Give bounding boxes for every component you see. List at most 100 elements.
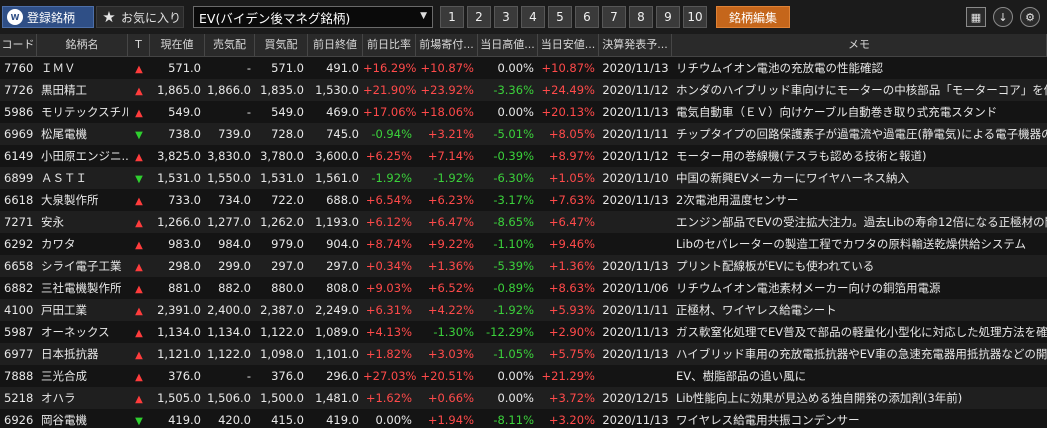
table-row[interactable]: 5987 オーネックス ▲ 1,134.0 1,134.0 1,122.0 1,089.0 +… — [0, 321, 1047, 343]
col-change-rate-cell: +0.34% — [365, 259, 412, 273]
header-col-name[interactable]: 銘柄名 — [37, 34, 128, 56]
col-ask-cell: - — [246, 61, 251, 75]
col-price-cell: 298.0 — [168, 259, 201, 273]
page-button-9[interactable]: 9 — [656, 6, 680, 28]
page-button-6[interactable]: 6 — [575, 6, 599, 28]
col-name-cell: 黒田精工 — [41, 83, 87, 97]
col-prev-close-cell: 1,481.0 — [315, 391, 359, 405]
download-icon[interactable]: ↓ — [993, 7, 1013, 27]
col-ask-cell: 1,506.0 — [207, 391, 251, 405]
col-change-rate-cell: -0.94% — [371, 127, 412, 141]
col-bid-cell: 3,780.0 — [260, 149, 304, 163]
col-bid-cell: 2,387.0 — [260, 303, 304, 317]
col-memo-cell: 2次電池用温度センサー — [676, 193, 799, 207]
col-prev-close-cell: 1,193.0 — [315, 215, 359, 229]
col-open-rate-cell: +3.21% — [427, 127, 474, 141]
header-col-change-rate[interactable]: 前日比率 — [363, 34, 416, 56]
col-earnings-date-cell: 2020/11/11 — [602, 303, 669, 317]
col-high-rate-cell: -8.65% — [493, 215, 534, 229]
table-row[interactable]: 5986 モリテックスチル ▲ 549.0 - 549.0 469.0 +17.06% +18.… — [0, 101, 1047, 123]
table-row[interactable]: 6149 小田原エンジニ... ▲ 3,825.0 3,830.0 3,780.0 3,60… — [0, 145, 1047, 167]
col-high-rate-cell: 0.00% — [497, 105, 534, 119]
trend-up-icon: ▲ — [135, 306, 143, 317]
col-memo-cell: ワイヤレス給電用共振コンデンサー — [676, 413, 860, 427]
header-col-code[interactable]: コード — [0, 34, 37, 56]
table-row[interactable]: 4100 戸田工業 ▲ 2,391.0 2,400.0 2,387.0 2,249.0 +6.… — [0, 299, 1047, 321]
col-open-rate-cell: +9.22% — [427, 237, 474, 251]
col-name-cell: 岡谷電機 — [41, 413, 87, 427]
table-row[interactable]: 6977 日本抵抗器 ▲ 1,121.0 1,122.0 1,098.0 1,101.0 +1… — [0, 343, 1047, 365]
header-col-earnings-date[interactable]: 決算発表予... — [599, 34, 672, 56]
page-button-2[interactable]: 2 — [467, 6, 491, 28]
table-row[interactable]: 7888 三光合成 ▲ 376.0 - 376.0 296.0 +27.03% +20.51% 0… — [0, 365, 1047, 387]
trend-up-icon: ▲ — [135, 350, 143, 361]
header-col-open-rate[interactable]: 前場寄付... — [416, 34, 478, 56]
col-bid-cell: 1,835.0 — [260, 83, 304, 97]
page-button-5[interactable]: 5 — [548, 6, 572, 28]
watchlist-select[interactable]: EV(バイデン後マネグ銘柄) ▼ — [193, 6, 433, 28]
table-row[interactable]: 7271 安永 ▲ 1,266.0 1,277.0 1,262.0 1,193.0 +6.12… — [0, 211, 1047, 233]
table-row[interactable]: 6292 カワタ ▲ 983.0 984.0 979.0 904.0 +8.74% +9.22%… — [0, 233, 1047, 255]
col-bid-cell: 880.0 — [271, 281, 304, 295]
col-earnings-date-cell — [599, 211, 672, 233]
table-row[interactable]: 6882 三社電機製作所 ▲ 881.0 882.0 880.0 808.0 +9.03% +6… — [0, 277, 1047, 299]
col-code-cell: 4100 — [4, 303, 34, 317]
col-memo-cell: チップタイプの回路保護素子が過電流や過電圧(静電気)による電子機器の発煙発火 — [676, 127, 1047, 141]
col-memo-cell: ハイブリッド車用の充放電抵抗器やEV車の急速充電器用抵抗器などの開発・製造 — [676, 347, 1047, 361]
col-name-cell: 三社電機製作所 — [41, 281, 122, 295]
col-low-rate-cell: +20.13% — [541, 105, 596, 119]
table-row[interactable]: 6618 大泉製作所 ▲ 733.0 734.0 722.0 688.0 +6.54% +6.2… — [0, 189, 1047, 211]
header-col-ask[interactable]: 売気配 — [205, 34, 255, 56]
header-col-bid[interactable]: 買気配 — [255, 34, 308, 56]
col-price-cell: 733.0 — [168, 193, 201, 207]
page-button-10[interactable]: 10 — [683, 6, 707, 28]
page-button-1[interactable]: 1 — [440, 6, 464, 28]
page-button-4[interactable]: 4 — [521, 6, 545, 28]
settings-icon[interactable]: ⚙ — [1020, 7, 1040, 27]
page-button-7[interactable]: 7 — [602, 6, 626, 28]
col-open-rate-cell: +0.66% — [427, 391, 474, 405]
trend-up-icon: ▲ — [135, 394, 143, 405]
col-open-rate-cell: +1.36% — [427, 259, 474, 273]
header-col-low-rate[interactable]: 当日安値... — [538, 34, 599, 56]
col-open-rate-cell: -1.92% — [433, 171, 474, 185]
table-row[interactable]: 7760 ＩＭＶ ▲ 571.0 - 571.0 491.0 +16.29% +10.87% 0.… — [0, 57, 1047, 79]
tab-label: お気に入り — [121, 10, 182, 25]
calculator-icon[interactable]: ▦ — [966, 7, 986, 27]
tab-label: 登録銘柄 — [27, 10, 76, 25]
tab-registered-stocks[interactable]: W 登録銘柄 — [2, 6, 94, 28]
header-col-prev-close[interactable]: 前日終値 — [308, 34, 363, 56]
table-row[interactable]: 5218 オハラ ▲ 1,505.0 1,506.0 1,500.0 1,481.0 +1.6… — [0, 387, 1047, 409]
header-col-memo[interactable]: メモ — [672, 34, 1047, 56]
col-prev-close-cell: 419.0 — [326, 413, 359, 427]
col-earnings-date-cell — [599, 365, 672, 387]
col-memo-cell: リチウムイオン電池素材メーカー向けの銅箔用電源 — [676, 281, 941, 295]
col-change-rate-cell: +27.03% — [363, 369, 416, 383]
dropdown-caret-icon[interactable]: ▼ — [420, 11, 427, 21]
col-prev-close-cell: 904.0 — [326, 237, 359, 251]
header-col-price[interactable]: 現在値 — [150, 34, 205, 56]
edit-stocks-button[interactable]: 銘柄編集 — [716, 6, 790, 28]
col-memo-cell: エンジン部品でEVの受注拡大注力。過去Libの寿命12倍になる正極材の開発も — [676, 215, 1047, 229]
table-row[interactable]: 6899 ＡＳＴＩ ▼ 1,531.0 1,550.0 1,531.0 1,561.0 -1.… — [0, 167, 1047, 189]
page-button-8[interactable]: 8 — [629, 6, 653, 28]
col-code-cell: 6149 — [4, 149, 34, 163]
col-name-cell: 戸田工業 — [41, 303, 87, 317]
trend-up-icon: ▲ — [135, 284, 143, 295]
table-row[interactable]: 6658 シライ電子工業 ▲ 298.0 299.0 297.0 297.0 +0.34% +1… — [0, 255, 1047, 277]
col-earnings-date-cell: 2020/11/13 — [602, 259, 669, 273]
col-price-cell: 376.0 — [168, 369, 201, 383]
col-bid-cell: 728.0 — [271, 127, 304, 141]
page-button-3[interactable]: 3 — [494, 6, 518, 28]
col-high-rate-cell: 0.00% — [497, 61, 534, 75]
header-col-high-rate[interactable]: 当日高値... — [478, 34, 538, 56]
table-row[interactable]: 7726 黒田精工 ▲ 1,865.0 1,866.0 1,835.0 1,530.0 +21… — [0, 79, 1047, 101]
col-earnings-date-cell: 2020/11/12 — [602, 83, 669, 97]
col-ask-cell: 1,550.0 — [207, 171, 251, 185]
table-row[interactable]: 6926 岡谷電機 ▼ 419.0 420.0 415.0 419.0 0.00% +1.94%… — [0, 409, 1047, 428]
table-row[interactable]: 6969 松尾電機 ▼ 738.0 739.0 728.0 745.0 -0.94% +3.21… — [0, 123, 1047, 145]
stock-table: コード 銘柄名 T 現在値 売気配 買気配 前日終値 前日比率 前場寄付... 当日高値... 当日… — [0, 34, 1047, 428]
col-high-rate-cell: -5.01% — [493, 127, 534, 141]
header-col-trend[interactable]: T — [128, 34, 150, 56]
tab-favorites[interactable]: ★ お気に入り — [96, 6, 184, 28]
